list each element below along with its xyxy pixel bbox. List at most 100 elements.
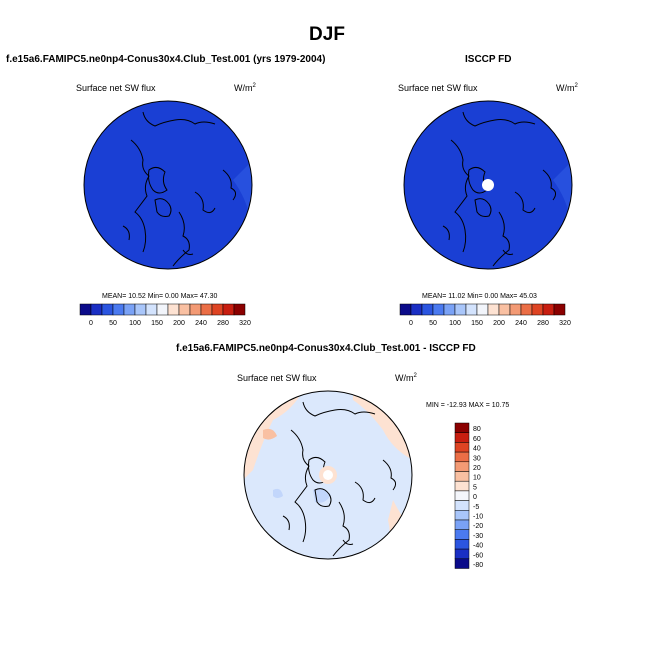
diff-colorbar-swatch bbox=[454, 548, 470, 560]
diff-colorbar-tick-label: -40 bbox=[473, 543, 483, 550]
diff-colorbar-tick-label: -80 bbox=[473, 562, 483, 569]
diff-colorbar-swatch bbox=[454, 442, 470, 453]
diff-panel-case-title: f.e15a6.FAMIPC5.ne0np4-Conus30x4.Club_Te… bbox=[176, 343, 476, 354]
diff-colorbar-tick-label: -10 bbox=[473, 514, 483, 521]
right-colorbar-swatch bbox=[531, 303, 544, 316]
left-colorbar-swatch bbox=[189, 303, 202, 316]
diff-colorbar-tick-label: 20 bbox=[473, 465, 481, 472]
left-colorbar-swatch bbox=[167, 303, 180, 316]
diff-panel-variable: Surface net SW flux bbox=[237, 373, 317, 383]
diff-colorbar-swatch bbox=[454, 539, 470, 550]
left-colorbar-tick-label: 150 bbox=[151, 320, 163, 327]
right-colorbar-swatch bbox=[454, 303, 467, 316]
left-colorbar-tick-label: 200 bbox=[173, 320, 185, 327]
left-colorbar-swatch bbox=[200, 303, 213, 316]
right-colorbar-swatch bbox=[542, 303, 555, 316]
right-panel-variable: Surface net SW flux bbox=[398, 83, 478, 93]
left-colorbar-swatch bbox=[211, 303, 224, 316]
left-panel-units: W/m2 bbox=[234, 83, 256, 93]
diff-polar-map bbox=[243, 390, 413, 560]
diff-colorbar-tick-label: -5 bbox=[473, 504, 479, 511]
diff-colorbar-swatch bbox=[454, 529, 470, 540]
diff-colorbar-tick-label: 30 bbox=[473, 455, 481, 462]
diff-colorbar-swatch bbox=[454, 432, 470, 443]
right-colorbar-tick-label: 0 bbox=[409, 320, 413, 327]
diff-colorbar-tick-label: 80 bbox=[473, 426, 481, 433]
right-colorbar-tick-label: 150 bbox=[471, 320, 483, 327]
diff-colorbar-swatch bbox=[454, 451, 470, 463]
left-coastlines bbox=[122, 111, 237, 267]
right-panel-case-title: ISCCP FD bbox=[465, 54, 512, 65]
diff-colorbar-swatch bbox=[454, 471, 470, 482]
left-colorbar-swatch bbox=[101, 303, 114, 316]
left-colorbar-swatch bbox=[145, 303, 158, 316]
left-panel-stats: MEAN= 10.52 Min= 0.00 Max= 47.30 bbox=[102, 293, 218, 300]
diff-panel-units: W/m2 bbox=[395, 373, 417, 383]
right-colorbar-swatch bbox=[399, 303, 412, 316]
right-panel-stats: MEAN= 11.02 Min= 0.00 Max= 45.03 bbox=[422, 293, 537, 300]
left-colorbar-tick-label: 50 bbox=[109, 320, 117, 327]
right-colorbar-swatch bbox=[553, 303, 566, 316]
diff-colorbar-swatch bbox=[454, 510, 470, 521]
right-panel-units: W/m2 bbox=[556, 83, 578, 93]
left-colorbar: 0 50 100 150 200 240 280 320 bbox=[79, 303, 251, 327]
left-colorbar-swatch bbox=[123, 303, 136, 316]
right-colorbar: 0 50 100 150 200 240 280 320 bbox=[399, 303, 571, 327]
diff-colorbar-swatch bbox=[454, 422, 470, 433]
left-colorbar-swatch bbox=[90, 303, 103, 316]
right-colorbar-swatch bbox=[421, 303, 434, 316]
diff-colorbar-swatch bbox=[454, 558, 470, 569]
diff-colorbar-tick-label: -20 bbox=[473, 523, 483, 530]
left-colorbar-swatch bbox=[156, 303, 169, 316]
right-colorbar-swatch bbox=[443, 303, 456, 316]
right-colorbar-tick-label: 200 bbox=[493, 320, 505, 327]
left-colorbar-swatch bbox=[178, 303, 191, 316]
right-colorbar-swatch bbox=[509, 303, 522, 316]
diff-colorbar-tick-label: 5 bbox=[473, 484, 477, 491]
right-colorbar-tick-label: 50 bbox=[429, 320, 437, 327]
diff-colorbar-tick-label: 60 bbox=[473, 436, 481, 443]
right-colorbar-tick-label: 320 bbox=[559, 320, 571, 327]
right-colorbar-tick-label: 100 bbox=[449, 320, 461, 327]
diff-colorbar-tick-label: -30 bbox=[473, 533, 483, 540]
diff-colorbar-swatch bbox=[454, 461, 470, 472]
diff-colorbar-swatch bbox=[454, 490, 470, 501]
diff-colorbar-swatch bbox=[454, 480, 470, 492]
right-colorbar-tick-label: 240 bbox=[515, 320, 527, 327]
right-colorbar-swatch bbox=[432, 303, 445, 316]
right-colorbar-swatch bbox=[487, 303, 500, 316]
left-colorbar-swatch bbox=[79, 303, 92, 316]
diff-colorbar-tick-label: 0 bbox=[473, 494, 477, 501]
left-panel-variable: Surface net SW flux bbox=[76, 83, 156, 93]
diff-coastlines bbox=[282, 401, 397, 557]
pole-missing-data bbox=[482, 179, 494, 191]
diff-panel-stats: MIN = -12.93 MAX = 10.75 bbox=[426, 402, 510, 409]
figure-title: DJF bbox=[309, 24, 345, 45]
left-panel-case-title: f.e15a6.FAMIPC5.ne0np4-Conus30x4.Club_Te… bbox=[6, 54, 326, 65]
diff-colorbar-swatch bbox=[454, 500, 470, 511]
left-polar-map bbox=[83, 100, 253, 270]
left-colorbar-tick-label: 320 bbox=[239, 320, 251, 327]
right-colorbar-swatch bbox=[498, 303, 511, 316]
right-colorbar-swatch bbox=[410, 303, 423, 316]
left-colorbar-tick-label: 100 bbox=[129, 320, 141, 327]
left-colorbar-tick-label: 240 bbox=[195, 320, 207, 327]
right-colorbar-swatch bbox=[476, 303, 489, 316]
diff-colorbar-tick-label: -60 bbox=[473, 552, 483, 559]
diff-colorbar-tick-label: 10 bbox=[473, 475, 481, 482]
right-colorbar-swatch bbox=[465, 303, 478, 316]
left-colorbar-swatch bbox=[222, 303, 235, 316]
diff-colorbar-tick-label: 40 bbox=[473, 446, 481, 453]
right-coastlines bbox=[442, 111, 557, 267]
diff-colorbar: 80 60 40 30 20 10 5 0 -5 -10 -20 -30 -40 -60 -80 bbox=[454, 422, 483, 569]
left-colorbar-swatch bbox=[233, 303, 246, 316]
diff-pole-missing-data bbox=[323, 470, 333, 480]
diff-colorbar-swatch bbox=[454, 519, 470, 530]
left-colorbar-swatch bbox=[112, 303, 125, 316]
right-colorbar-swatch bbox=[520, 303, 533, 316]
right-polar-map bbox=[403, 100, 573, 270]
right-colorbar-tick-label: 280 bbox=[537, 320, 549, 327]
left-colorbar-tick-label: 0 bbox=[89, 320, 93, 327]
left-colorbar-tick-label: 280 bbox=[217, 320, 229, 327]
left-colorbar-swatch bbox=[134, 303, 147, 316]
